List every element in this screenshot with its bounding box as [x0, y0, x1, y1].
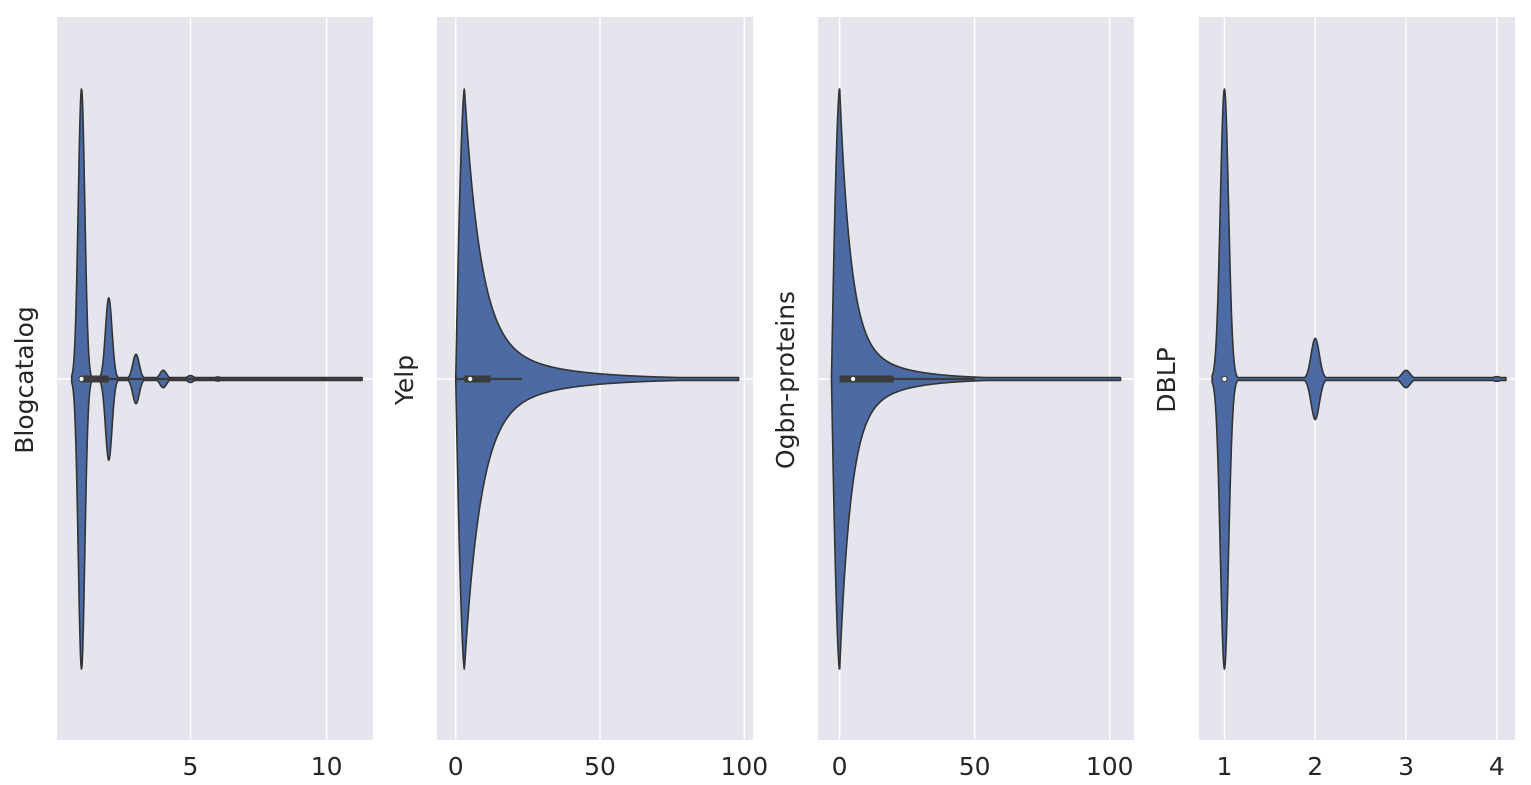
x-tick-label: 3 — [1398, 752, 1414, 781]
x-tick-label: 100 — [1086, 752, 1134, 781]
violin-body — [1211, 88, 1507, 670]
panel-ogbn-proteins: 0 50 100 Ogbn-proteins — [771, 17, 1134, 781]
panel-dblp: 1 2 3 4 DBLP — [1152, 17, 1515, 781]
violin-body — [454, 88, 740, 670]
violin-median-point — [1221, 375, 1228, 383]
x-tick-labels: 5 10 — [183, 752, 343, 781]
x-tick-label: 50 — [584, 752, 616, 781]
violin-body — [830, 88, 1122, 670]
panel-blogcatalog: 5 10 Blogcatalog — [10, 17, 373, 781]
x-tick-labels: 1 2 3 4 — [1216, 752, 1504, 781]
x-tick-label: 5 — [183, 752, 199, 781]
x-tick-label: 10 — [311, 752, 343, 781]
x-tick-label: 2 — [1307, 752, 1323, 781]
violin-plot — [70, 88, 363, 670]
x-tick-label: 50 — [959, 752, 991, 781]
x-tick-label: 0 — [448, 752, 464, 781]
y-axis-label: Yelp — [390, 355, 419, 406]
y-axis-label: DBLP — [1152, 347, 1181, 412]
violin-plot — [454, 88, 740, 670]
x-tick-label: 4 — [1489, 752, 1505, 781]
y-axis-label: Ogbn-proteins — [771, 291, 800, 469]
panel-yelp: 0 50 100 Yelp — [390, 17, 768, 781]
x-tick-label: 1 — [1216, 752, 1232, 781]
x-tick-label: 0 — [832, 752, 848, 781]
violin-median-point — [78, 375, 85, 383]
violin-plot — [830, 88, 1122, 670]
x-tick-label: 100 — [720, 752, 768, 781]
x-tick-labels: 0 50 100 — [448, 752, 768, 781]
violin-median-point — [850, 375, 857, 383]
y-axis-label: Blogcatalog — [10, 306, 39, 454]
violin-median-point — [467, 375, 474, 383]
violin-plot — [1211, 88, 1507, 670]
x-tick-labels: 0 50 100 — [832, 752, 1134, 781]
